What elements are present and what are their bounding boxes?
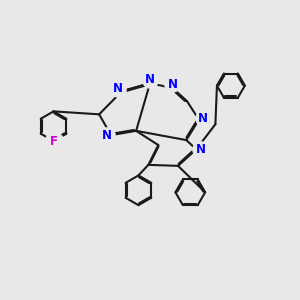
Text: N: N <box>113 82 123 95</box>
Text: N: N <box>167 78 178 91</box>
Text: N: N <box>145 73 155 86</box>
Text: F: F <box>50 135 58 148</box>
Text: N: N <box>198 112 208 124</box>
Text: N: N <box>102 129 112 142</box>
Text: N: N <box>195 143 206 156</box>
